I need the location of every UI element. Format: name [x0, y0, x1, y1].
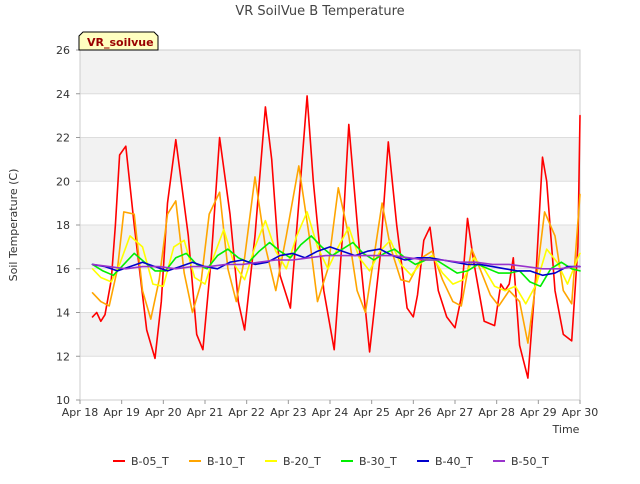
legend: B-05_T B-10_T B-20_T B-30_T B-40_T B-50_T: [113, 455, 549, 468]
x-tick-label: Apr 27: [437, 406, 474, 419]
y-axis-label: Soil Temperature (C): [7, 169, 20, 282]
site-label-box: VR_soilvue: [78, 31, 159, 51]
plot-band: [80, 93, 580, 138]
plot-band: [80, 50, 580, 94]
x-axis-label: Time: [552, 423, 580, 436]
x-axis-ticks: Apr 18 Apr 19 Apr 20 Apr 21 Apr 22 Apr 23 Apr …: [62, 400, 599, 419]
chart-title: VR SoilVue B Temperature: [235, 4, 404, 19]
legend-label: B-10_T: [207, 455, 245, 468]
y-tick-label: 22: [56, 132, 70, 145]
series-lines: [91, 95, 581, 379]
x-tick-label: Apr 30: [562, 406, 599, 419]
legend-label: B-05_T: [131, 455, 169, 468]
series-line-b-30-t: [91, 235, 581, 288]
y-axis-ticks: 10 12 14 16 18 20 22 24 26: [56, 44, 80, 407]
y-tick-label: 10: [56, 394, 70, 407]
x-tick-label: Apr 19: [103, 406, 140, 419]
y-tick-label: 26: [56, 44, 70, 57]
y-tick-label: 14: [56, 307, 70, 320]
plot-band: [80, 181, 580, 225]
x-tick-label: Apr 23: [270, 406, 307, 419]
series-line-b-50-t: [91, 254, 581, 270]
y-tick-label: 18: [56, 219, 70, 232]
x-tick-label: Apr 29: [520, 406, 557, 419]
y-tick-label: 20: [56, 175, 70, 188]
x-tick-label: Apr 25: [353, 406, 390, 419]
y-tick-label: 16: [56, 263, 70, 276]
legend-label: B-40_T: [435, 455, 473, 468]
plot-band: [80, 356, 580, 400]
legend-label: B-50_T: [511, 455, 549, 468]
legend-label: B-20_T: [283, 455, 321, 468]
x-tick-label: Apr 20: [145, 406, 182, 419]
x-tick-label: Apr 22: [228, 406, 265, 419]
x-tick-label: Apr 21: [187, 406, 224, 419]
y-tick-label: 12: [56, 350, 70, 363]
plot-band: [80, 137, 580, 182]
series-line-b-20-t: [91, 211, 581, 305]
plot-band: [80, 312, 580, 357]
y-tick-label: 24: [56, 88, 70, 101]
site-label-background: [78, 31, 159, 51]
site-label: VR_soilvue: [87, 36, 154, 49]
x-tick-label: Apr 26: [395, 406, 432, 419]
legend-label: B-30_T: [359, 455, 397, 468]
x-tick-label: Apr 28: [478, 406, 515, 419]
series-line-b-10-t: [91, 165, 581, 344]
x-tick-label: Apr 18: [62, 406, 99, 419]
series-line-b-05-t: [91, 95, 581, 379]
x-tick-label: Apr 24: [312, 406, 349, 419]
